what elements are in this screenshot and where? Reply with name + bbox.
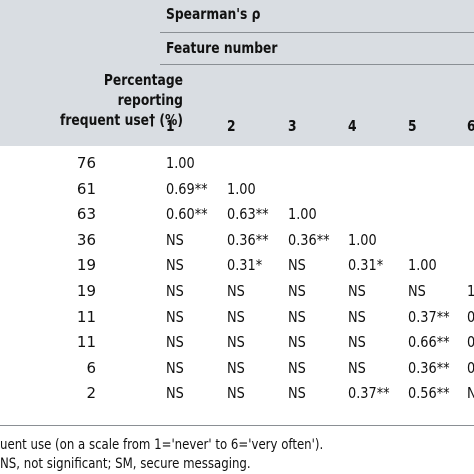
table-row: 63 0.60** 0.63** 1.00: [0, 201, 474, 227]
correlation-cell: NS: [166, 282, 184, 300]
correlation-cell: NS: [288, 384, 306, 403]
correlation-cell: 1.00: [288, 205, 317, 224]
correlation-cell: NS: [166, 256, 184, 275]
correlation-cell: 1.00: [348, 230, 377, 249]
footnote-scale: uent use (on a scale from 1='never' to 6…: [0, 437, 324, 453]
correlation-cell: N: [467, 380, 474, 406]
footnote-abbreviations: NS, not significant; SM, secure messagin…: [0, 456, 251, 472]
percentage-cell: 61: [76, 179, 96, 198]
correlation-cell: 0.37**: [408, 307, 450, 326]
percentage-cell: 19: [76, 256, 96, 275]
table-row: 19 NS NS NS NS NS 1: [0, 278, 474, 304]
correlation-cell: 0.56**: [408, 384, 450, 403]
correlation-cell: 0: [467, 355, 474, 381]
correlation-cell: NS: [288, 282, 306, 300]
percentage-cell: 63: [76, 205, 96, 224]
column-header-2: 2: [227, 117, 236, 135]
table-header-band: [0, 0, 474, 146]
correlation-cell: 1.00: [166, 154, 195, 172]
correlation-cell: 0.66**: [408, 333, 450, 352]
feature-number-heading: Feature number: [166, 39, 278, 57]
statistic-heading: Spearman's ρ: [166, 5, 261, 23]
table-row: 2 NS NS NS 0.37** 0.56** N: [0, 380, 474, 406]
table-row: 11 NS NS NS NS 0.37** 0: [0, 304, 474, 330]
correlation-cell: NS: [348, 358, 366, 377]
column-header-3: 3: [288, 117, 297, 135]
correlation-cell: NS: [166, 384, 184, 403]
percentage-cell: 19: [76, 282, 96, 300]
percentage-heading-line: frequent use† (%): [60, 111, 183, 129]
correlation-cell: 0.36**: [408, 358, 450, 377]
table-row: 36 NS 0.36** 0.36** 1.00: [0, 227, 474, 253]
correlation-cell: NS: [166, 333, 184, 352]
correlation-cell: NS: [166, 358, 184, 377]
table-row: 11 NS NS NS NS 0.66** 0: [0, 329, 474, 355]
column-header-5: 5: [408, 117, 417, 135]
column-header-4: 4: [348, 117, 357, 135]
correlation-cell: NS: [288, 358, 306, 377]
table-bottom-rule: [0, 425, 474, 426]
column-header-6: 6: [467, 116, 474, 136]
correlation-cell: 0.36**: [227, 230, 269, 249]
percentage-heading-line: Percentage: [103, 71, 183, 89]
percentage-cell: 11: [76, 333, 96, 352]
column-header-1: 1: [166, 117, 175, 135]
correlation-cell: NS: [227, 333, 245, 352]
correlation-cell: NS: [227, 384, 245, 403]
table-row: 76 1.00: [0, 150, 474, 176]
correlation-cell: NS: [227, 358, 245, 377]
correlation-cell: NS: [348, 307, 366, 326]
correlation-cell: 0.60**: [166, 205, 208, 224]
correlation-cell: 1.00: [408, 256, 437, 275]
correlation-cell: 0.69**: [166, 179, 208, 198]
correlation-cell: NS: [348, 333, 366, 352]
percentage-cell: 76: [76, 154, 96, 172]
header-divider-top: [160, 32, 474, 33]
percentage-cell: 36: [76, 230, 96, 249]
percentage-cell: 6: [86, 358, 96, 377]
correlation-cell: NS: [408, 282, 426, 300]
correlation-cell: NS: [288, 333, 306, 352]
percentage-heading-line: reporting: [117, 91, 183, 109]
percentage-cell: 11: [76, 307, 96, 326]
table-row: 6 NS NS NS NS 0.36** 0: [0, 355, 474, 381]
correlation-cell: NS: [348, 282, 366, 300]
correlation-cell: 0.63**: [227, 205, 269, 224]
percentage-column-heading: Percentage reporting frequent use† (%): [8, 70, 183, 130]
table-row: 61 0.69** 1.00: [0, 176, 474, 202]
correlation-cell: 0: [467, 304, 474, 330]
correlation-cell: 0.31*: [227, 256, 263, 275]
correlation-cell: 1.00: [227, 179, 256, 198]
header-divider-middle: [160, 64, 474, 65]
correlation-cell: 0: [467, 329, 474, 355]
correlation-cell: 0.31*: [348, 256, 384, 275]
correlation-cell: NS: [227, 282, 245, 300]
correlation-cell: NS: [288, 307, 306, 326]
correlation-cell: 1: [467, 278, 474, 304]
correlation-cell: 0.36**: [288, 230, 330, 249]
correlation-cell: NS: [288, 256, 306, 275]
correlation-cell: 0.37**: [348, 384, 390, 403]
correlation-cell: NS: [166, 307, 184, 326]
correlation-cell: NS: [227, 307, 245, 326]
table-row: 19 NS 0.31* NS 0.31* 1.00: [0, 252, 474, 278]
percentage-cell: 2: [86, 384, 96, 403]
correlation-cell: NS: [166, 230, 184, 249]
